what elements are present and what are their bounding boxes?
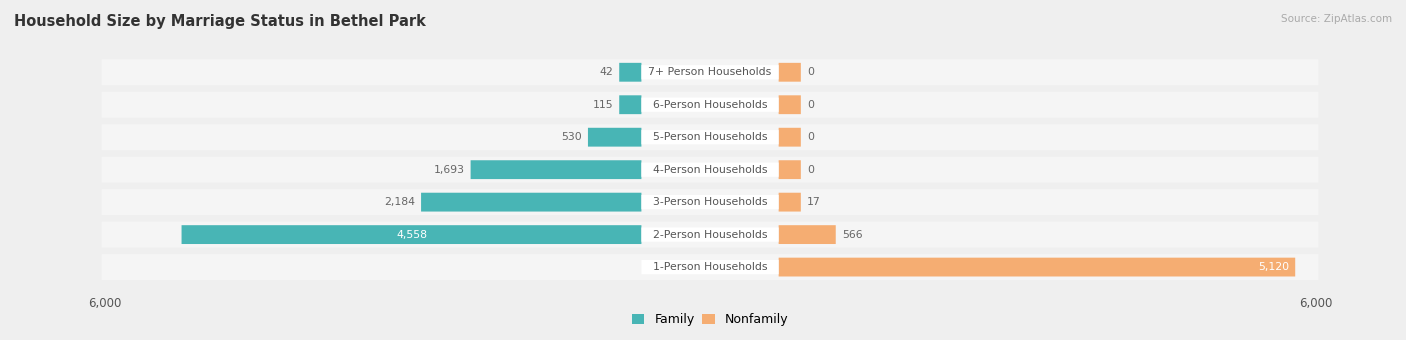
FancyBboxPatch shape [101, 222, 1319, 248]
Text: 0: 0 [807, 100, 814, 110]
Text: 0: 0 [807, 67, 814, 77]
Text: 566: 566 [842, 230, 862, 240]
FancyBboxPatch shape [779, 63, 801, 82]
Text: 7+ Person Households: 7+ Person Households [648, 67, 772, 77]
FancyBboxPatch shape [779, 225, 835, 244]
Text: 1-Person Households: 1-Person Households [652, 262, 768, 272]
FancyBboxPatch shape [641, 260, 779, 274]
FancyBboxPatch shape [101, 92, 1319, 118]
FancyBboxPatch shape [779, 95, 801, 114]
Text: 3-Person Households: 3-Person Households [652, 197, 768, 207]
Text: 5-Person Households: 5-Person Households [652, 132, 768, 142]
FancyBboxPatch shape [101, 254, 1319, 280]
FancyBboxPatch shape [641, 65, 779, 80]
Text: 4-Person Households: 4-Person Households [652, 165, 768, 175]
FancyBboxPatch shape [779, 258, 1295, 276]
FancyBboxPatch shape [779, 128, 801, 147]
FancyBboxPatch shape [181, 225, 641, 244]
FancyBboxPatch shape [779, 160, 801, 179]
FancyBboxPatch shape [101, 189, 1319, 215]
Text: 115: 115 [592, 100, 613, 110]
Text: 17: 17 [807, 197, 821, 207]
FancyBboxPatch shape [619, 95, 641, 114]
FancyBboxPatch shape [641, 227, 779, 242]
Text: Household Size by Marriage Status in Bethel Park: Household Size by Marriage Status in Bet… [14, 14, 426, 29]
Text: 0: 0 [807, 165, 814, 175]
Text: 42: 42 [599, 67, 613, 77]
FancyBboxPatch shape [588, 128, 641, 147]
Legend: Family, Nonfamily: Family, Nonfamily [627, 308, 793, 332]
Text: 1,693: 1,693 [433, 165, 464, 175]
FancyBboxPatch shape [619, 63, 641, 82]
FancyBboxPatch shape [641, 98, 779, 112]
Text: 530: 530 [561, 132, 582, 142]
Text: 2-Person Households: 2-Person Households [652, 230, 768, 240]
FancyBboxPatch shape [420, 193, 641, 211]
Text: 6-Person Households: 6-Person Households [652, 100, 768, 110]
Text: 2,184: 2,184 [384, 197, 415, 207]
FancyBboxPatch shape [471, 160, 641, 179]
FancyBboxPatch shape [641, 163, 779, 177]
FancyBboxPatch shape [101, 157, 1319, 183]
Text: 0: 0 [807, 132, 814, 142]
FancyBboxPatch shape [779, 193, 801, 211]
Text: Source: ZipAtlas.com: Source: ZipAtlas.com [1281, 14, 1392, 23]
Text: 4,558: 4,558 [396, 230, 427, 240]
FancyBboxPatch shape [641, 195, 779, 209]
FancyBboxPatch shape [101, 59, 1319, 85]
Text: 5,120: 5,120 [1258, 262, 1289, 272]
FancyBboxPatch shape [641, 130, 779, 144]
FancyBboxPatch shape [101, 124, 1319, 150]
